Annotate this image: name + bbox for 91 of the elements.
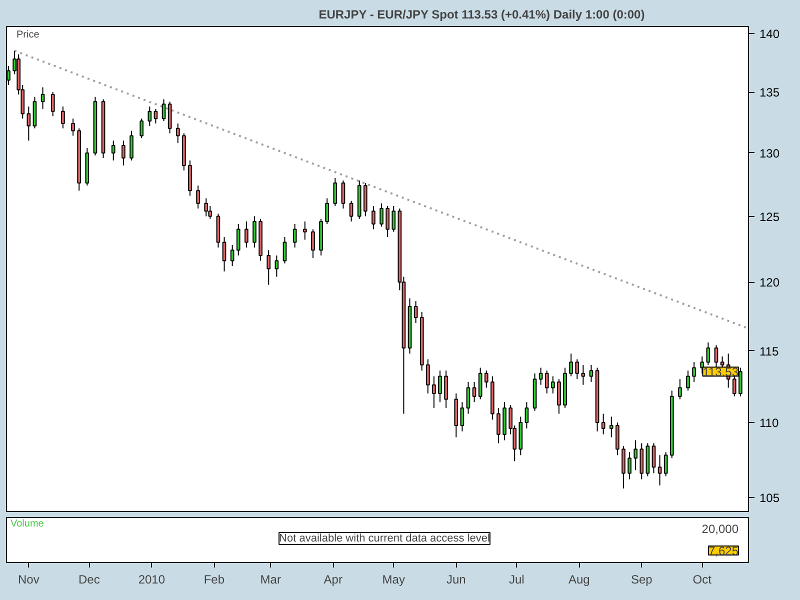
x-tick-label: Feb bbox=[204, 572, 225, 586]
y-tick-label: 140 bbox=[760, 26, 780, 41]
candlestick bbox=[658, 454, 662, 486]
candlestick bbox=[333, 178, 338, 206]
y-tick-label: 115 bbox=[760, 344, 779, 358]
candlestick bbox=[40, 86, 45, 110]
x-tick-label: Sep bbox=[630, 572, 653, 586]
candlestick bbox=[372, 205, 376, 230]
candlestick bbox=[162, 98, 166, 122]
x-tick-label: Nov bbox=[18, 572, 40, 586]
candlestick bbox=[140, 118, 144, 139]
y-tick-label: 135 bbox=[760, 86, 780, 100]
y-tick-label: 130 bbox=[760, 146, 780, 160]
candlestick bbox=[50, 92, 55, 117]
candlestick bbox=[609, 416, 614, 438]
y-tick-label: 120 bbox=[760, 276, 780, 290]
candlestick bbox=[252, 216, 256, 248]
candlestick bbox=[444, 370, 448, 408]
candlestick bbox=[664, 452, 668, 477]
text: 7,625 bbox=[708, 544, 739, 558]
candlestick bbox=[426, 358, 430, 394]
candlestick bbox=[496, 407, 500, 444]
x-tick-label: Apr bbox=[324, 572, 342, 586]
candlestick bbox=[557, 378, 561, 414]
candlestick bbox=[581, 364, 586, 386]
text: Volume bbox=[10, 518, 44, 530]
candlestick bbox=[266, 250, 271, 286]
candlestick bbox=[460, 402, 464, 432]
candlestick bbox=[524, 402, 529, 429]
candlestick bbox=[111, 140, 116, 161]
chart-title: EURJPY - EUR/JPY Spot 113.53 (+0.41%) Daily 1:00 (0:00) bbox=[318, 8, 645, 22]
candlestick bbox=[601, 413, 606, 435]
candlestick bbox=[616, 422, 620, 456]
candlestick bbox=[414, 300, 418, 324]
x-tick-label: Aug bbox=[568, 572, 590, 586]
candlestick bbox=[26, 106, 31, 142]
candlestick bbox=[484, 370, 488, 388]
candlestick bbox=[538, 367, 543, 386]
candlestick bbox=[230, 244, 234, 267]
candlestick bbox=[569, 353, 573, 377]
candlestick bbox=[154, 108, 158, 124]
candlestick bbox=[341, 180, 346, 210]
candlestick bbox=[575, 358, 580, 380]
candlestick bbox=[634, 440, 638, 471]
candlestick bbox=[71, 118, 75, 136]
candlestick bbox=[472, 381, 476, 403]
candlestick bbox=[692, 362, 696, 382]
candlestick bbox=[176, 122, 180, 144]
y-tick-label: 125 bbox=[760, 210, 780, 224]
candlestick bbox=[325, 198, 330, 225]
candlestick bbox=[386, 205, 390, 238]
annotation: 113.53 bbox=[702, 365, 739, 380]
candlestick bbox=[204, 198, 208, 217]
candlestick bbox=[244, 220, 248, 248]
text: 20,000 bbox=[702, 522, 739, 536]
candlestick bbox=[282, 236, 287, 264]
x-tick-label: Mar bbox=[260, 572, 281, 586]
y-tick-label: 105 bbox=[760, 491, 780, 506]
text: Not available with current data access level bbox=[279, 532, 490, 544]
candlestick bbox=[628, 452, 632, 480]
candlestick bbox=[292, 224, 297, 248]
candlestick bbox=[544, 370, 549, 394]
x-tick-label: Dec bbox=[78, 572, 100, 586]
candlestick bbox=[686, 370, 690, 392]
y-tick-label: 110 bbox=[760, 416, 779, 430]
candlestick bbox=[122, 140, 126, 166]
candlestick bbox=[222, 236, 226, 272]
candlestick bbox=[380, 202, 384, 228]
candlestick bbox=[61, 106, 65, 129]
candlestick bbox=[432, 376, 436, 408]
candlestick bbox=[438, 370, 442, 403]
candlestick bbox=[678, 378, 682, 400]
x-tick-label: May bbox=[382, 572, 405, 586]
candlestick bbox=[551, 376, 555, 394]
candlestick bbox=[130, 130, 134, 161]
candlestick bbox=[196, 185, 200, 210]
x-tick-label: Oct bbox=[692, 572, 712, 586]
candlestick bbox=[349, 200, 354, 222]
candlestick bbox=[303, 220, 307, 240]
candlestick bbox=[466, 381, 470, 414]
candlestick bbox=[236, 224, 240, 256]
candlestick bbox=[589, 364, 594, 382]
candlestick bbox=[392, 205, 396, 232]
candlestick bbox=[652, 442, 656, 474]
candlestick bbox=[478, 367, 482, 400]
x-tick-label: Jul bbox=[508, 572, 524, 586]
candlestick bbox=[148, 106, 152, 126]
x-tick-label: 2010 bbox=[138, 572, 166, 586]
x-tick-label: Jun bbox=[446, 572, 466, 586]
y-axis-title: Price bbox=[16, 30, 40, 40]
candlestick bbox=[311, 228, 315, 259]
